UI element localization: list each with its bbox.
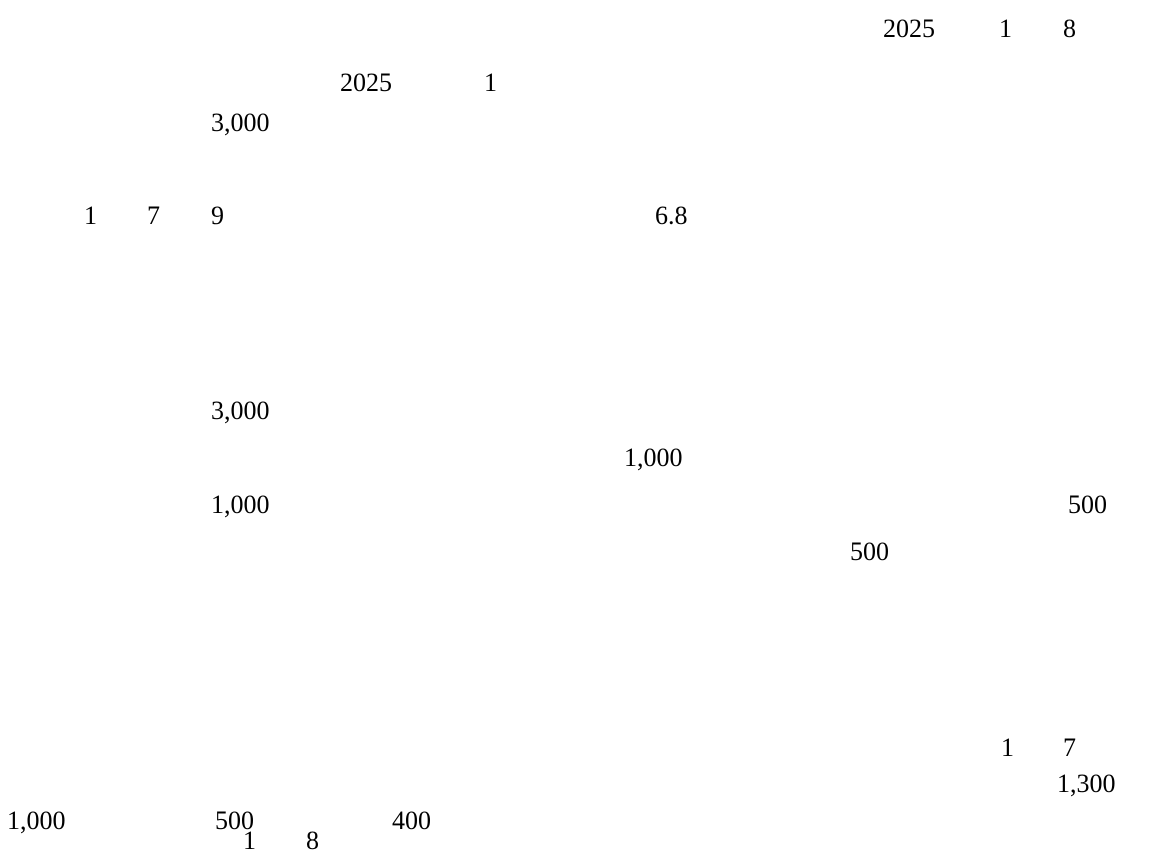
line-7-amount-right: 500 [1068, 490, 1107, 519]
date-month: 1 [999, 14, 1012, 43]
line-11-amount-a: 1,000 [7, 806, 66, 835]
line-2-year: 2025 [340, 68, 392, 97]
line-7-amount-left: 1,000 [211, 490, 270, 519]
line-4-number-3: 9 [211, 201, 224, 230]
line-5-amount: 3,000 [211, 396, 270, 425]
line-9-number-1: 1 [1001, 733, 1014, 762]
line-9-number-2: 7 [1063, 733, 1076, 762]
line-4-number-2: 7 [147, 201, 160, 230]
line-4-value: 6.8 [655, 201, 688, 230]
line-11-amount-b: 500 [215, 806, 254, 835]
line-11-amount-c: 400 [392, 806, 431, 835]
line-4-number-1: 1 [84, 201, 97, 230]
date-year: 2025 [883, 14, 935, 43]
line-10-amount: 1,300 [1057, 769, 1116, 798]
line-12-number-1: 1 [243, 826, 256, 855]
line-3-amount: 3,000 [211, 108, 270, 137]
line-12-number-2: 8 [306, 826, 319, 855]
line-8-amount: 500 [850, 537, 889, 566]
line-6-amount: 1,000 [624, 443, 683, 472]
date-day: 8 [1063, 14, 1076, 43]
line-2-month: 1 [484, 68, 497, 97]
